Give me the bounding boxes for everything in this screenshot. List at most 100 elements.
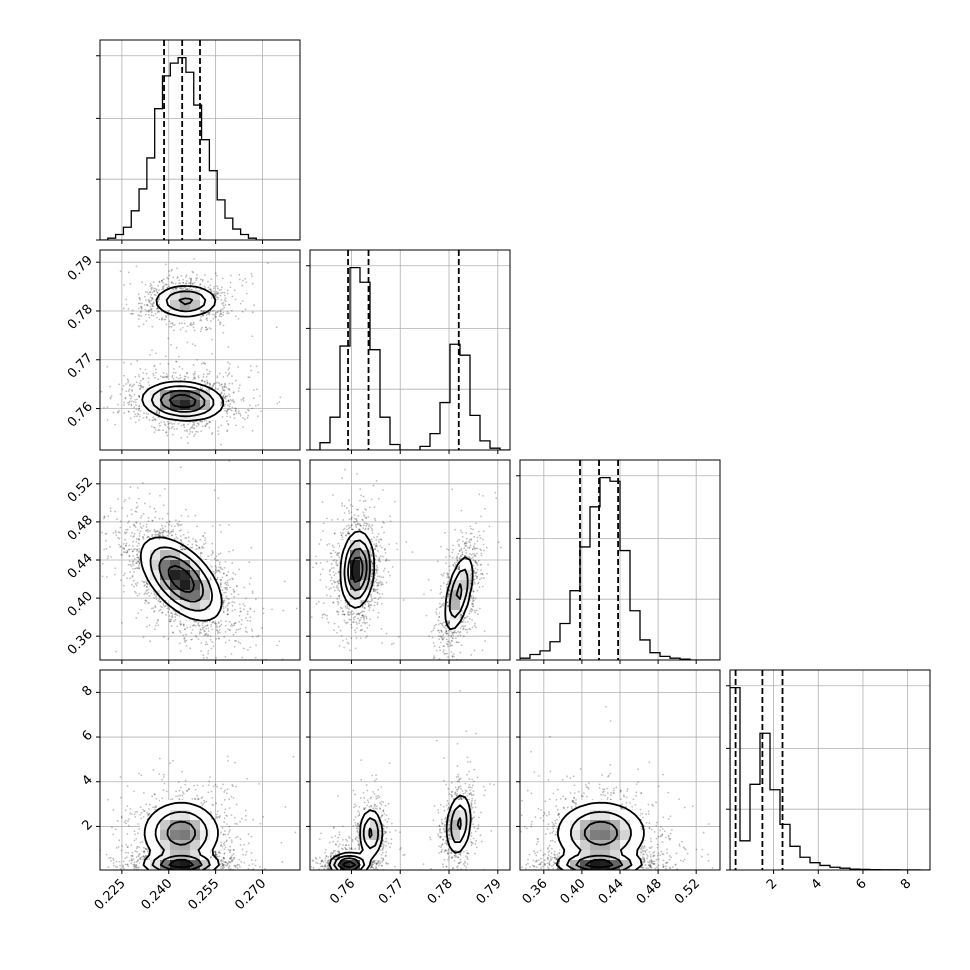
scatter-point bbox=[73, 437, 75, 439]
scatter-point bbox=[179, 623, 182, 626]
scatter-point bbox=[141, 580, 144, 582]
scatter-point bbox=[207, 652, 210, 655]
scatter-point bbox=[239, 384, 241, 387]
scatter-point bbox=[163, 605, 166, 608]
scatter-point bbox=[204, 624, 207, 627]
scatter-point bbox=[109, 510, 112, 513]
scatter-point bbox=[221, 568, 224, 571]
scatter-point bbox=[203, 362, 206, 365]
scatter-point bbox=[156, 530, 159, 533]
scatter-point bbox=[137, 405, 140, 408]
scatter-point bbox=[153, 530, 155, 532]
scatter-point bbox=[138, 567, 140, 570]
scatter-point bbox=[221, 385, 224, 388]
scatter-point bbox=[168, 608, 171, 611]
scatter-point bbox=[133, 558, 136, 560]
scatter-point bbox=[130, 403, 133, 406]
scatter-point bbox=[155, 368, 157, 371]
scatter-point bbox=[117, 536, 119, 539]
scatter-point bbox=[156, 307, 159, 310]
scatter-point bbox=[213, 622, 216, 624]
scatter-point bbox=[131, 532, 134, 534]
scatter-point bbox=[123, 547, 125, 550]
scatter-point bbox=[258, 394, 261, 397]
scatter-point bbox=[146, 586, 148, 588]
scatter-point bbox=[262, 607, 265, 610]
scatter-point bbox=[233, 413, 235, 416]
scatter-point bbox=[171, 616, 174, 619]
scatter-point bbox=[119, 270, 122, 273]
scatter-point bbox=[219, 581, 222, 584]
scatter-point bbox=[185, 428, 188, 431]
scatter-point bbox=[166, 375, 169, 378]
scatter-point bbox=[122, 385, 125, 387]
scatter-point bbox=[248, 409, 250, 412]
scatter-point bbox=[224, 561, 227, 563]
scatter-point bbox=[166, 376, 168, 379]
scatter-point bbox=[186, 280, 188, 282]
scatter-point bbox=[267, 682, 269, 684]
scatter-point bbox=[88, 472, 90, 474]
scatter-point bbox=[210, 565, 213, 568]
scatter-point bbox=[218, 625, 221, 628]
scatter-point bbox=[197, 621, 200, 624]
scatter-point bbox=[180, 541, 183, 544]
scatter-point bbox=[140, 517, 142, 519]
scatter-point bbox=[176, 277, 179, 279]
scatter-point bbox=[125, 542, 128, 545]
scatter-point bbox=[133, 535, 135, 537]
scatter-point bbox=[224, 582, 226, 585]
scatter-point bbox=[124, 397, 127, 399]
scatter-point bbox=[135, 408, 138, 411]
scatter-point bbox=[193, 377, 195, 379]
scatter-point bbox=[215, 382, 218, 384]
scatter-point bbox=[174, 282, 177, 285]
scatter-point bbox=[153, 364, 156, 367]
scatter-point bbox=[190, 280, 192, 283]
scatter-point bbox=[134, 567, 136, 570]
scatter-point bbox=[164, 283, 166, 286]
scatter-point bbox=[127, 410, 130, 413]
scatter-point bbox=[183, 286, 186, 289]
scatter-point bbox=[137, 408, 140, 411]
scatter-point bbox=[237, 410, 240, 413]
scatter-point bbox=[122, 584, 125, 587]
scatter-point bbox=[205, 318, 208, 320]
scatter-point bbox=[226, 409, 229, 412]
scatter-point bbox=[153, 431, 156, 434]
scatter-point bbox=[171, 614, 174, 616]
density-cell bbox=[180, 400, 191, 411]
scatter-point bbox=[142, 377, 145, 380]
scatter-point bbox=[216, 376, 219, 379]
scatter-point bbox=[132, 384, 135, 387]
scatter-point bbox=[226, 609, 229, 612]
scatter-point bbox=[212, 384, 214, 386]
scatter-point bbox=[217, 621, 220, 624]
scatter-point bbox=[168, 270, 170, 273]
scatter-point bbox=[151, 325, 154, 328]
scatter-point bbox=[209, 638, 212, 641]
scatter-point bbox=[196, 274, 198, 276]
scatter-point bbox=[176, 267, 178, 270]
scatter-point bbox=[125, 528, 128, 531]
scatter-point bbox=[222, 601, 225, 604]
scatter-point bbox=[278, 401, 281, 403]
scatter-point bbox=[155, 411, 158, 414]
scatter-point bbox=[221, 594, 224, 597]
scatter-point bbox=[154, 428, 157, 431]
scatter-point bbox=[132, 568, 134, 570]
scatter-point bbox=[227, 399, 230, 402]
scatter-point bbox=[226, 586, 228, 589]
scatter-point bbox=[185, 274, 188, 277]
scatter-point bbox=[233, 624, 236, 627]
scatter-point bbox=[206, 624, 209, 627]
scatter-point bbox=[201, 279, 204, 282]
scatter-point bbox=[132, 400, 135, 403]
scatter-point bbox=[182, 624, 185, 627]
scatter-point bbox=[120, 553, 123, 556]
scatter-point bbox=[158, 429, 161, 432]
scatter-point bbox=[222, 605, 225, 608]
scatter-point bbox=[221, 415, 224, 418]
scatter-point bbox=[226, 289, 229, 292]
scatter-point bbox=[238, 278, 241, 281]
